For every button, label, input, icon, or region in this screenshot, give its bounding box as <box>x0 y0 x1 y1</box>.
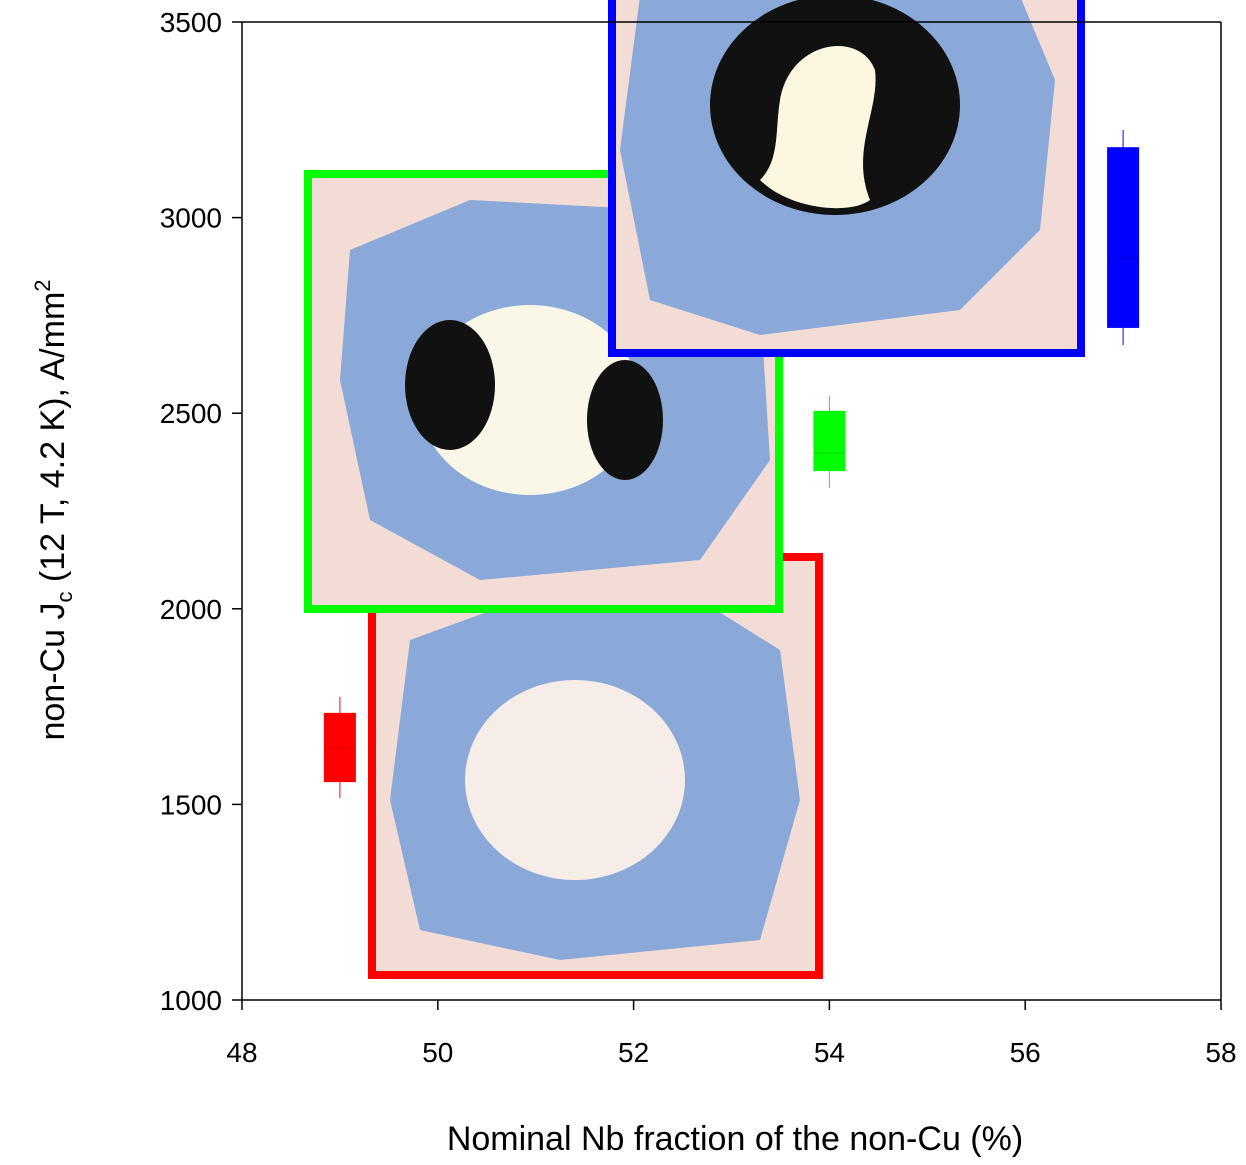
x-tick-label: 58 <box>1205 1037 1236 1068</box>
box <box>323 712 356 783</box>
y-title-part: (12 T, 4.2 K), A/mm <box>34 292 72 592</box>
frame <box>241 21 1222 1001</box>
y-tick-label: 1500 <box>160 789 222 820</box>
x-tick-label: 48 <box>226 1037 257 1068</box>
y-tick-label: 2000 <box>160 594 222 625</box>
x-tick-label: 50 <box>422 1037 453 1068</box>
y-title-part: non-Cu J <box>34 603 72 741</box>
box <box>1107 147 1140 328</box>
y-title-sup: 2 <box>30 279 55 291</box>
inset-red <box>368 553 823 979</box>
y-tick-label: 1000 <box>160 985 222 1016</box>
y-tick-label: 3500 <box>160 7 222 38</box>
y-tick-label: 2500 <box>160 398 222 429</box>
y-title-sub: c <box>52 592 77 603</box>
x-axis-title: Nominal Nb fraction of the non-Cu (%) <box>447 1120 1023 1158</box>
x-tick-label: 54 <box>814 1037 845 1068</box>
inset-blue <box>608 0 1085 357</box>
x-tick-label: 56 <box>1010 1037 1041 1068</box>
insets <box>304 0 1085 979</box>
y-axis-title: non-Cu Jc (12 T, 4.2 K), A/mm2 <box>30 279 77 740</box>
box <box>813 410 846 472</box>
y-tick-label: 3000 <box>160 203 222 234</box>
x-tick-label: 52 <box>618 1037 649 1068</box>
